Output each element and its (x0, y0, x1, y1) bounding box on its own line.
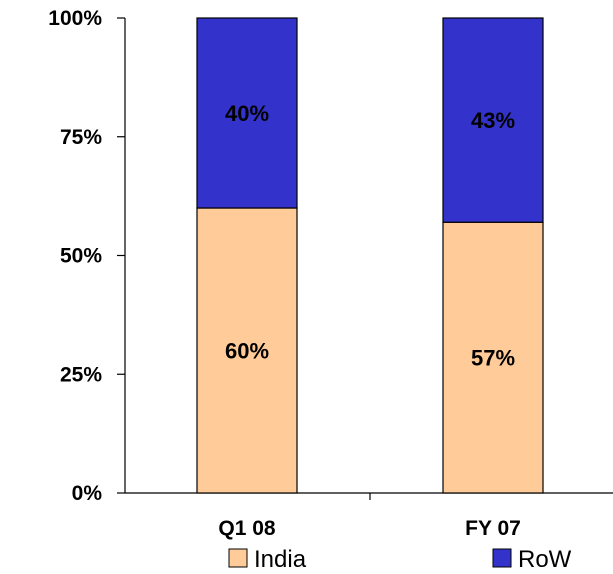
data-label: 57% (471, 346, 515, 371)
bar-segment-india (196, 207, 298, 494)
bar-segment-row (442, 17, 544, 223)
x-tick-label: FY 07 (465, 517, 521, 540)
legend-swatch (492, 548, 512, 568)
legend-label: India (254, 546, 307, 573)
x-tick-label: Q1 08 (218, 517, 276, 540)
bars (196, 17, 544, 494)
y-tick-label: 100% (48, 7, 102, 30)
y-tick-label: 50% (60, 245, 102, 268)
axes: 0% 25% 50% 75% 100% Q1 08 FY 07 (48, 7, 613, 540)
legend: India RoW (228, 546, 572, 573)
data-label: 60% (225, 339, 269, 364)
y-tick-label: 75% (60, 126, 102, 149)
data-label: 40% (225, 101, 269, 126)
legend-swatch (228, 548, 248, 568)
data-labels: 60% 40% 57% 43% (225, 101, 515, 371)
data-label: 43% (471, 108, 515, 133)
y-tick-label: 25% (60, 363, 102, 386)
legend-label: RoW (518, 546, 572, 573)
bar-segment-india (442, 221, 544, 494)
y-tick-label: 0% (72, 482, 103, 505)
bar-segment-row (196, 17, 298, 209)
